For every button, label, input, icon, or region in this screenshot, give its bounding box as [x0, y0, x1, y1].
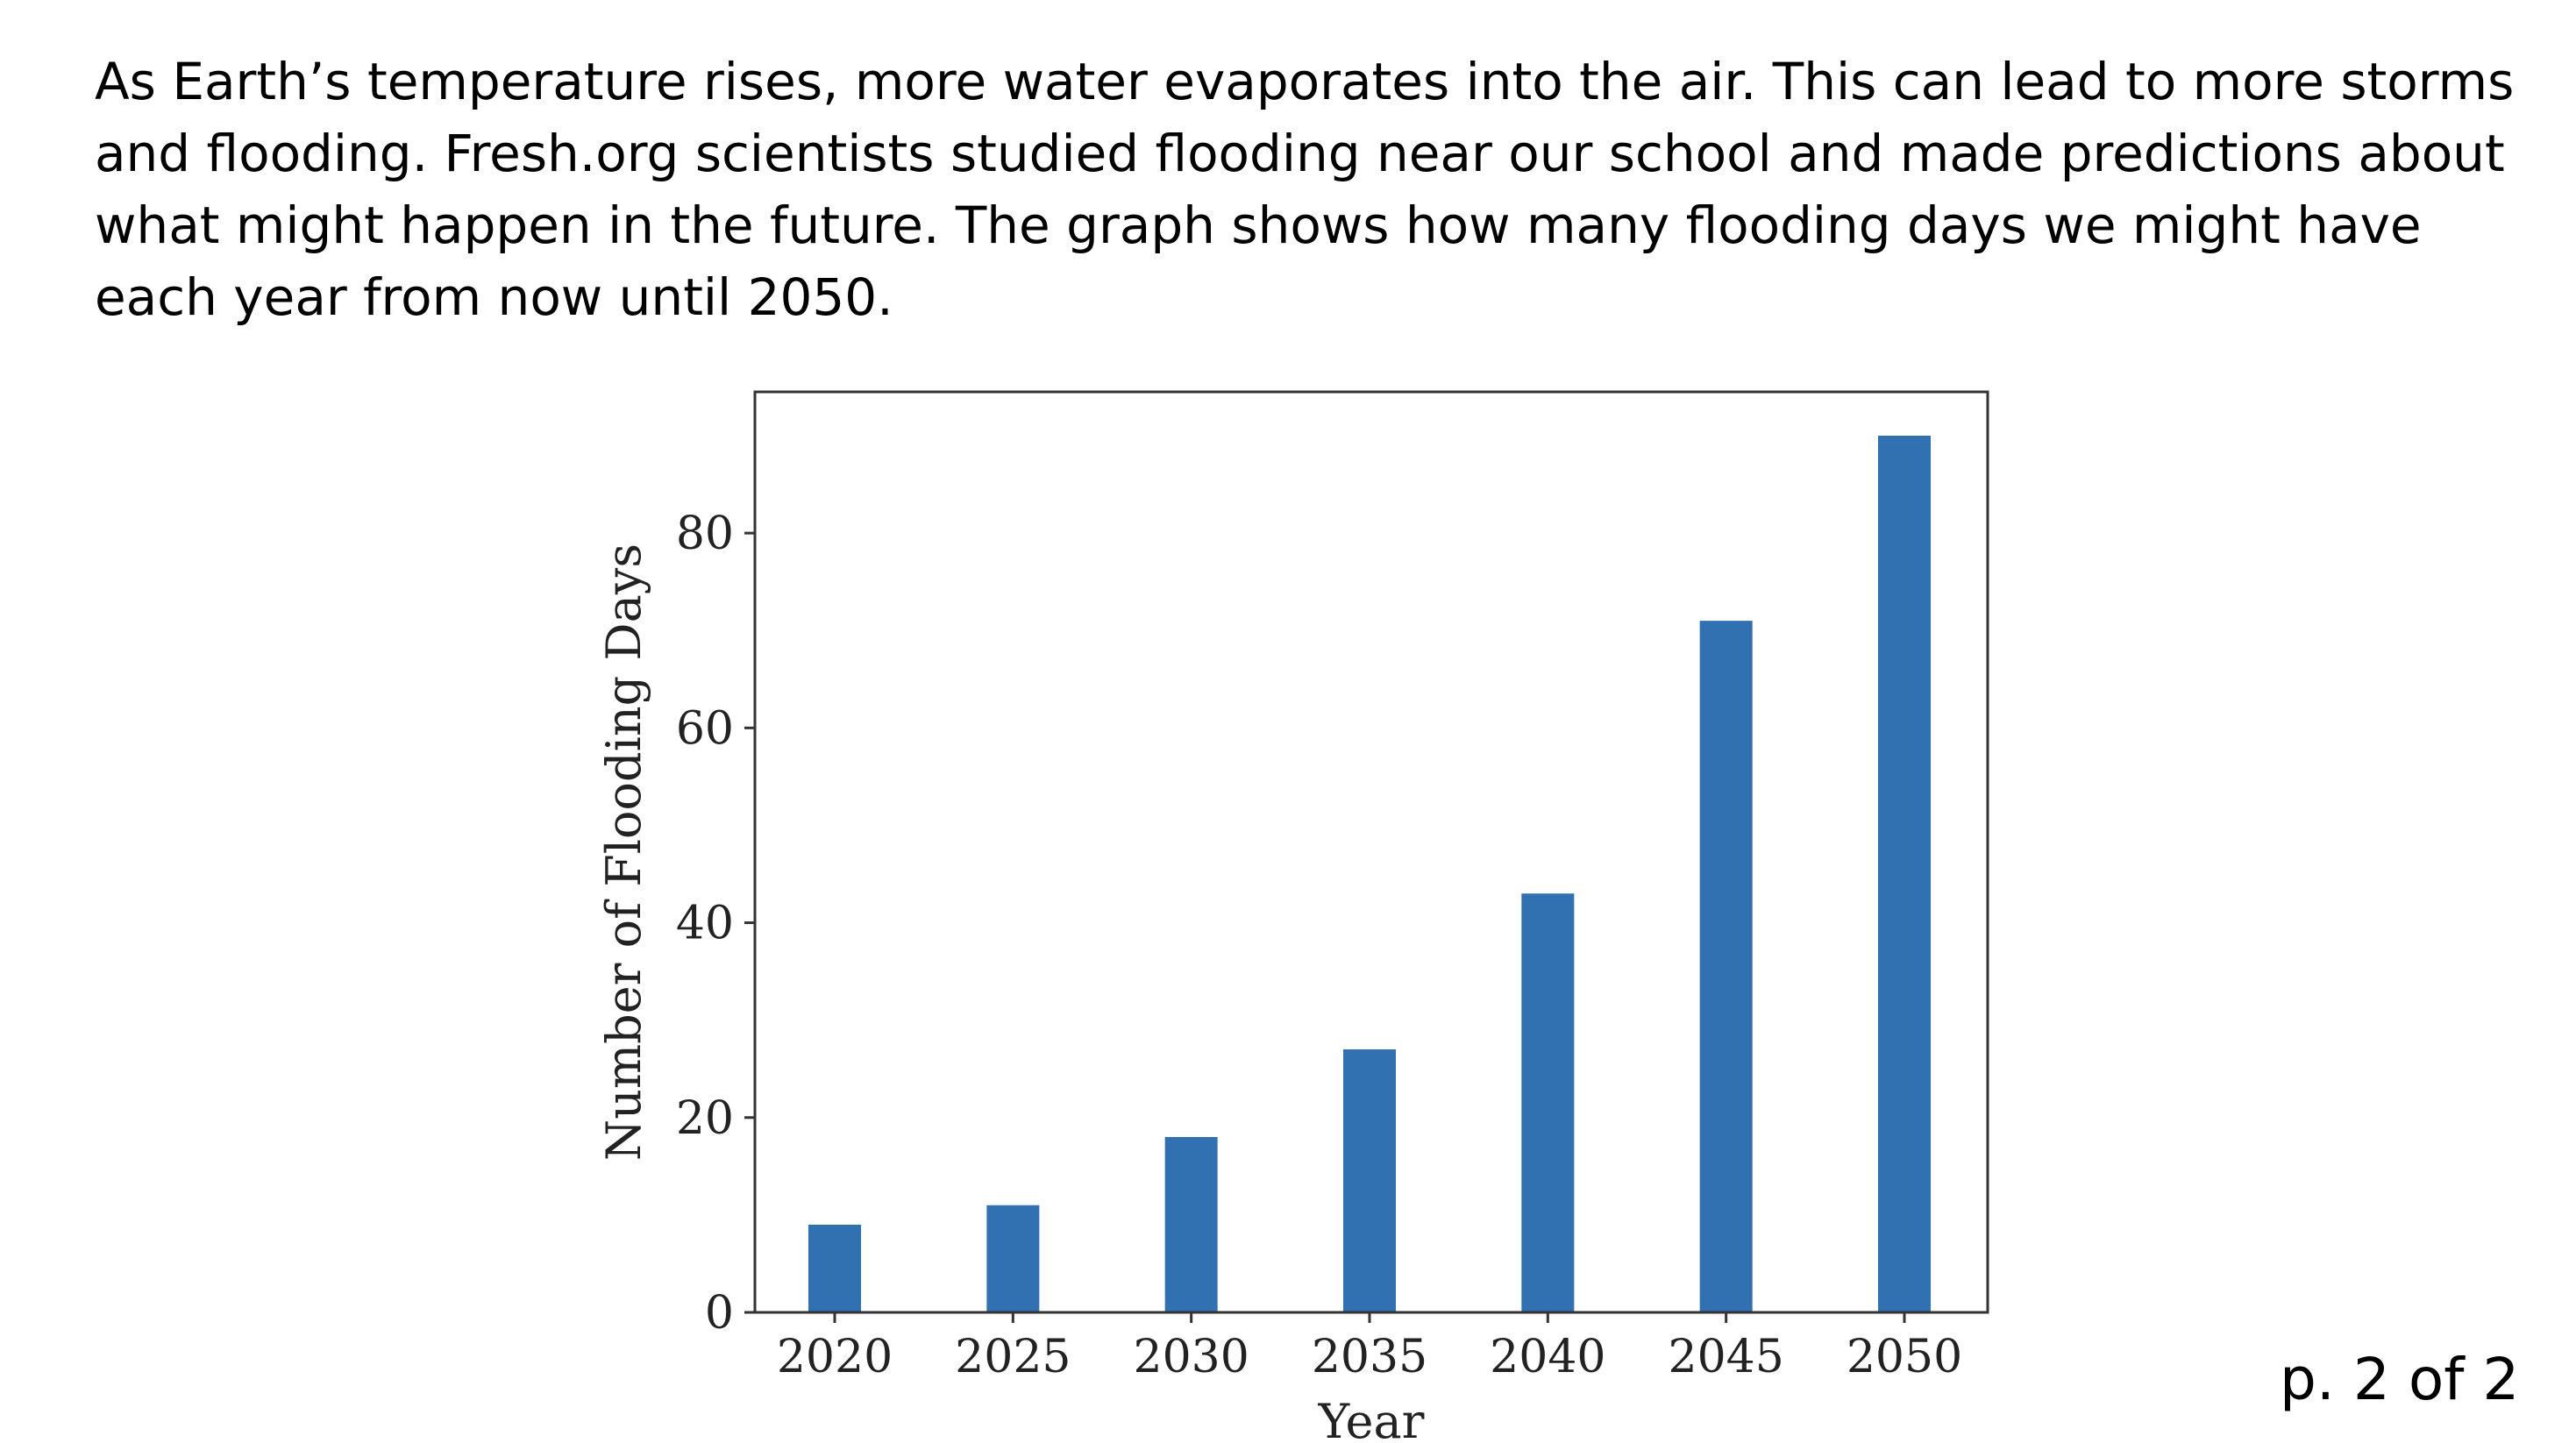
x-tick-label: 2050 — [1847, 1331, 1962, 1383]
x-tick-label: 2020 — [777, 1331, 893, 1383]
x-tick-label: 2040 — [1490, 1331, 1605, 1383]
y-axis-label: Number of Flooding Days — [596, 544, 651, 1161]
bars-group — [808, 436, 1931, 1312]
bar-2025 — [986, 1205, 1040, 1312]
bar-2050 — [1878, 436, 1931, 1312]
x-axis-label: Year — [1318, 1394, 1425, 1443]
bar-2030 — [1164, 1137, 1218, 1312]
page-number: p. 2 of 2 — [2280, 1346, 2520, 1413]
y-tick-label: 80 — [676, 508, 734, 560]
x-tick-label: 2035 — [1312, 1331, 1427, 1383]
x-tick-label: 2045 — [1668, 1331, 1783, 1383]
y-tick-label: 20 — [676, 1092, 734, 1145]
bar-2045 — [1699, 621, 1753, 1312]
bar-2020 — [808, 1225, 861, 1312]
y-tick-label: 60 — [676, 702, 734, 755]
x-tick-label: 2025 — [955, 1331, 1071, 1383]
bar-2040 — [1521, 893, 1575, 1312]
y-tick-label: 0 — [705, 1287, 734, 1340]
x-ticks-group: 2020 2025 2030 2035 2040 2045 2050 — [777, 1312, 1962, 1383]
y-tick-label: 40 — [676, 898, 734, 950]
plot-frame — [753, 390, 1989, 1314]
bar-2035 — [1343, 1049, 1396, 1312]
y-ticks-group: 0 20 40 60 80 — [676, 508, 755, 1340]
intro-paragraph: As Earth’s temperature rises, more water… — [95, 52, 2515, 327]
x-tick-label: 2030 — [1133, 1331, 1249, 1383]
